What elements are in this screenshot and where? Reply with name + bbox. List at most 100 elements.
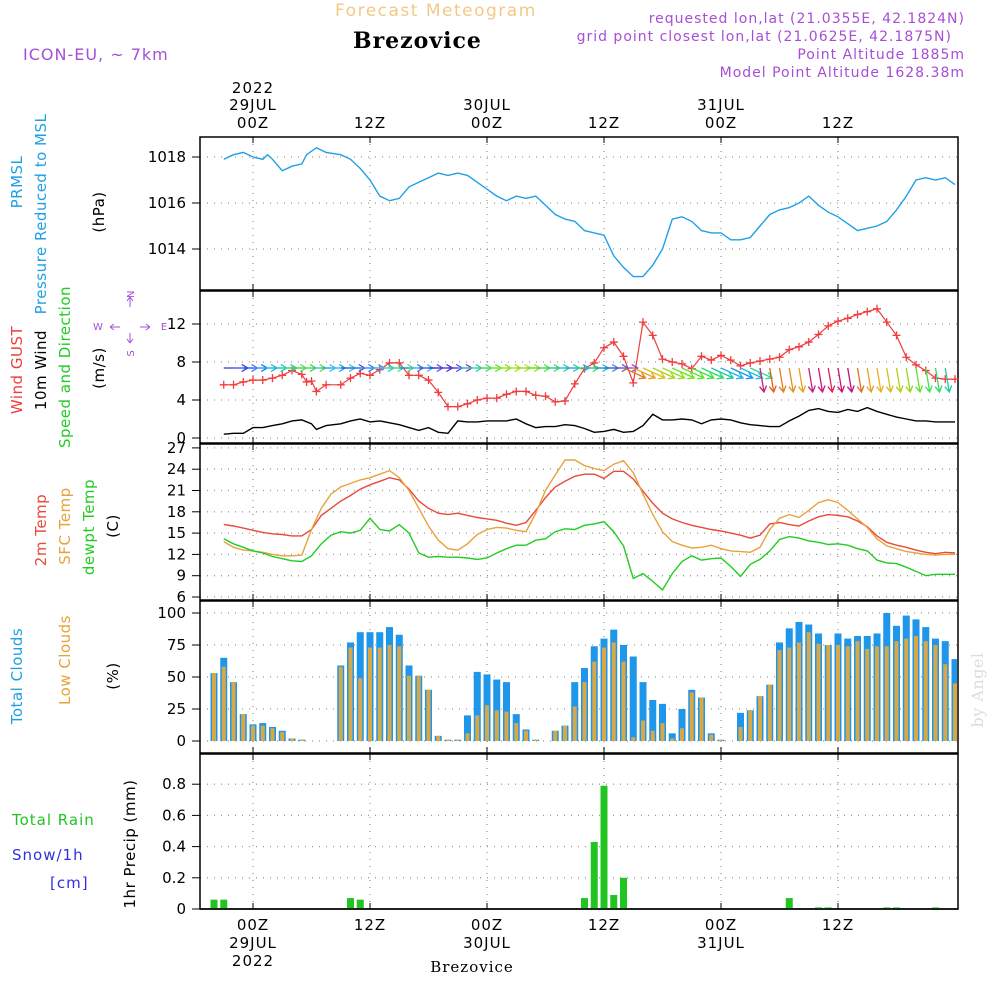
low-cloud-bar: [689, 692, 694, 741]
wind-unit: (m/s): [90, 347, 108, 389]
wind-arrow: [710, 367, 735, 380]
compass-icon: [109, 296, 151, 344]
y-tick-label: 24: [167, 460, 186, 478]
gust-marker: [414, 371, 423, 380]
gust-marker: [746, 358, 755, 367]
temp2m-line: [223, 470, 956, 555]
total-cloud-bar: [639, 682, 647, 741]
y-tick-label: 50: [167, 668, 186, 686]
wind-arrow: [837, 367, 846, 394]
low-cloud-bar: [953, 683, 957, 741]
low-cloud-bar: [758, 696, 762, 741]
low-cloud-bar: [806, 632, 811, 741]
top-day-label: 31JUL: [697, 96, 745, 114]
gust-marker: [756, 357, 764, 366]
low-cloud-bar: [446, 739, 450, 741]
low-cloud-bar: [719, 739, 723, 741]
gust-marker: [843, 314, 852, 323]
bottom-hour-label: 12Z: [354, 916, 386, 934]
gust-marker: [678, 359, 686, 368]
rain-bar: [932, 907, 939, 909]
gust-marker: [297, 370, 306, 379]
wind-arrow: [798, 367, 807, 394]
low-cloud-bar: [611, 642, 616, 741]
y-tick-label: 15: [167, 524, 186, 542]
wind-arrow: [681, 367, 706, 380]
gust-marker: [219, 380, 228, 389]
low-cloud-bar: [923, 641, 928, 741]
low-cloud-bar: [592, 661, 597, 741]
wind-arrow: [856, 367, 865, 394]
gust-marker: [405, 371, 413, 380]
wind-direction-label: Speed and Direction: [56, 286, 74, 448]
wind-arrow: [846, 367, 855, 394]
gust-marker: [639, 318, 647, 327]
low-cloud-bar: [455, 739, 460, 741]
wind-panel: 0 4 8 12: [167, 290, 959, 447]
wind-arrow: [788, 367, 797, 394]
temp2m-label: 2m Temp: [32, 494, 50, 566]
gust-marker: [444, 402, 452, 411]
gust-marker: [668, 358, 677, 366]
wind-arrow: [720, 367, 745, 380]
gridpoint-coords: grid point closest lon,lat (21.0625E, 42…: [577, 29, 952, 45]
prmsl-label: PRMSL: [8, 155, 26, 208]
gust-marker: [239, 377, 248, 386]
low-cloud-bar: [777, 650, 782, 741]
low-cloud-bar: [836, 645, 840, 741]
low-cloud-bar: [631, 737, 636, 741]
low-cloud-bar: [670, 738, 675, 741]
low-cloud-bar: [221, 666, 226, 741]
y-tick-label: 1014: [148, 240, 186, 258]
wind-arrow: [768, 367, 777, 394]
low-cloud-bar: [855, 641, 860, 741]
gust-marker: [502, 390, 511, 399]
gust-marker: [570, 379, 579, 388]
total-cloud-bar: [464, 715, 471, 741]
y-tick-label: 18: [167, 503, 186, 521]
low-cloud-bar: [251, 725, 255, 741]
rain-bar: [220, 899, 228, 909]
wind-arrow: [876, 367, 885, 394]
bottom-hour-label: 00Z: [705, 916, 737, 934]
wind-arrow: [671, 367, 696, 380]
gust-marker: [434, 388, 443, 397]
low-cloud-bar: [290, 738, 294, 741]
y-tick-label: 0.2: [162, 869, 186, 887]
rain-bar: [815, 907, 822, 909]
low-cloud-bar: [875, 646, 879, 741]
wind-label: 10m Wind: [32, 330, 50, 410]
wind-arrow: [827, 367, 836, 394]
low-cloud-bar: [787, 647, 792, 741]
top-hour-label: 00Z: [705, 114, 737, 132]
model-altitude: Model Point Altitude 1628.38m: [720, 65, 965, 81]
wind-arrow: [632, 367, 657, 380]
low-cloud-bar: [660, 723, 665, 741]
y-tick-label: 25: [167, 700, 186, 718]
pressure-label: Pressure Reduced to MSL: [32, 113, 50, 314]
gust-marker: [600, 343, 608, 352]
low-cloud-bar: [602, 647, 606, 741]
y-tick-label: 0: [176, 732, 186, 750]
wind-frame: [199, 290, 959, 444]
gust-marker: [366, 371, 374, 380]
gust-marker: [229, 380, 238, 389]
snow-unit: [cm]: [50, 874, 89, 892]
low-cloud-bar: [914, 636, 918, 741]
gust-marker: [726, 356, 735, 365]
rain-label: Total Rain: [11, 811, 95, 829]
low-cloud-bar: [270, 728, 275, 741]
low-cloud-bar: [231, 682, 236, 741]
gust-marker: [483, 394, 491, 403]
low-cloud-bar: [933, 645, 938, 741]
top-day-label: 29JUL: [229, 96, 277, 114]
gust-marker: [941, 375, 950, 384]
y-tick-label: 6: [176, 588, 186, 606]
gust-marker: [531, 391, 540, 400]
gust-marker: [541, 392, 550, 401]
wind-arrow: [807, 367, 816, 394]
low-cloud-bar: [621, 661, 626, 741]
gust-marker: [302, 377, 311, 386]
gust-marker: [931, 374, 940, 383]
compass-south: S: [126, 350, 137, 357]
